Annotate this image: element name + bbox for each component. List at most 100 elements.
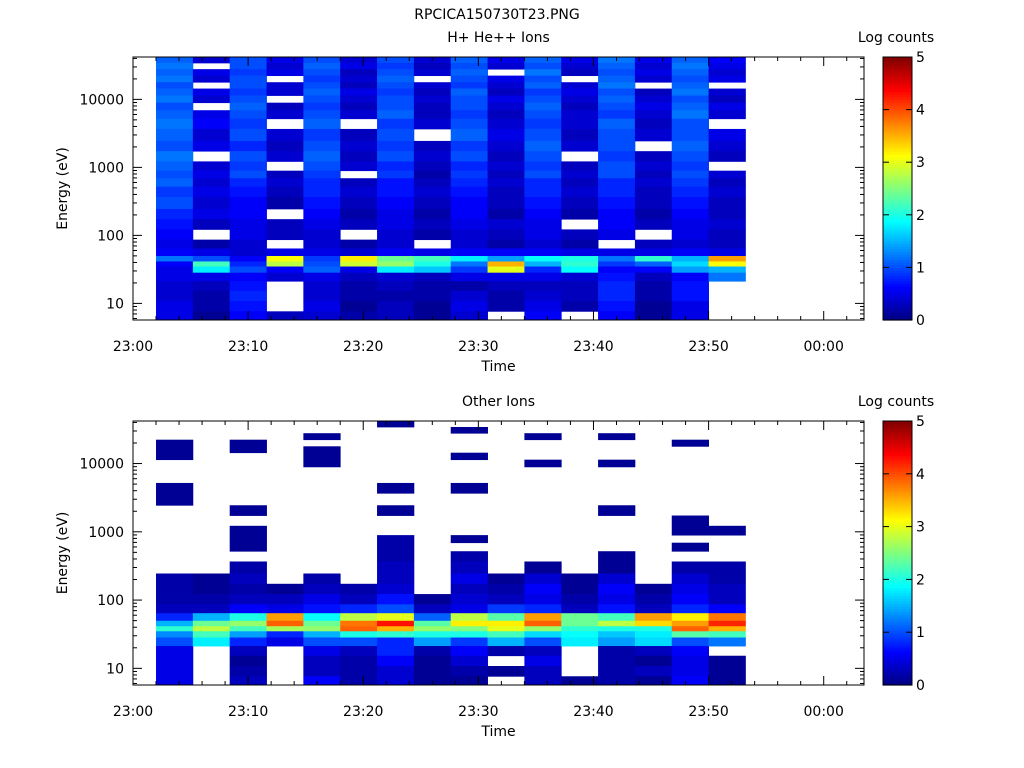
heatmap-cell — [671, 110, 709, 120]
heatmap-cell — [634, 604, 673, 614]
heatmap-cell — [413, 281, 452, 292]
heatmap-cell — [450, 613, 488, 622]
heatmap-cell — [377, 178, 415, 188]
heatmap-cell — [561, 161, 599, 172]
heatmap-cell — [487, 301, 525, 312]
heatmap-cell — [303, 256, 341, 262]
heatmap-cell — [634, 266, 673, 274]
figure-title: RPCICA150730T23.PNG — [414, 7, 579, 23]
heatmap-cell — [708, 62, 746, 70]
heatmap-cell — [303, 248, 341, 257]
heatmap-cell — [377, 239, 415, 249]
heatmap-cell — [598, 219, 636, 230]
y-axis-label: Energy (eV) — [55, 147, 71, 230]
heatmap-cell — [192, 95, 231, 104]
heatmap-cell — [377, 110, 415, 120]
heatmap-cell — [671, 248, 709, 257]
heatmap-cell — [340, 82, 378, 89]
heatmap-cell — [303, 102, 341, 111]
heatmap-cell — [524, 666, 562, 677]
heatmap-cell — [708, 525, 746, 536]
heatmap-cell — [708, 219, 746, 230]
heatmap-cell — [671, 666, 709, 677]
heatmap-cell — [524, 170, 562, 179]
heatmap-cell — [303, 161, 341, 172]
heatmap-cell — [634, 151, 673, 162]
heatmap-cells — [156, 421, 746, 686]
heatmap-cell — [634, 186, 673, 198]
heatmap-cell — [377, 69, 415, 77]
heatmap-cell — [487, 266, 525, 274]
heatmap-cell — [377, 281, 415, 292]
heatmap-cell — [156, 82, 194, 89]
heatmap-cell — [671, 239, 709, 249]
heatmap-cell — [413, 161, 452, 172]
heatmap-cell — [413, 186, 452, 198]
heatmap-cell — [156, 118, 194, 130]
heatmap-cell — [156, 178, 194, 188]
heatmap-cell — [634, 594, 673, 605]
heatmap-cell — [561, 178, 599, 188]
heatmap-cell — [377, 637, 415, 647]
heatmap-cell — [229, 613, 267, 622]
heatmap-cell — [413, 261, 452, 267]
heatmap-cell — [487, 219, 525, 230]
heatmap-cell — [192, 140, 231, 152]
heatmap-cell — [598, 261, 636, 267]
heatmap-cell — [377, 573, 415, 585]
heatmap-cell — [303, 57, 341, 64]
heatmap-cell — [340, 613, 378, 622]
heatmap-cell — [671, 102, 709, 111]
heatmap-cell — [450, 631, 488, 638]
heatmap-cell — [561, 140, 599, 152]
heatmap-cell — [229, 151, 267, 162]
heatmap-cell — [524, 57, 562, 64]
heatmap-cell — [266, 57, 304, 64]
heatmap-cell — [450, 62, 488, 70]
heatmap-cell — [377, 170, 415, 179]
heatmap-cell — [671, 208, 709, 220]
heatmap-cell — [671, 573, 709, 585]
heatmap-cell — [487, 666, 525, 677]
heatmap-cell — [377, 196, 415, 210]
heatmap-cell — [598, 170, 636, 179]
heatmap-cell — [450, 620, 488, 627]
heatmap-cell — [303, 446, 341, 454]
heatmap-cell — [524, 613, 562, 622]
heatmap-cell — [634, 626, 673, 632]
heatmap-cell — [266, 637, 304, 647]
heatmap-cell — [303, 196, 341, 210]
heatmap-cell — [524, 573, 562, 585]
heatmap-cell — [598, 613, 636, 622]
heatmap-cell — [156, 196, 194, 210]
heatmap-cell — [340, 311, 378, 321]
heatmap-cell — [487, 170, 525, 179]
heatmap-cell — [708, 261, 746, 267]
heatmap-cell — [266, 88, 304, 96]
heatmap-cell — [340, 110, 378, 120]
heatmap-cell — [634, 239, 673, 249]
heatmap-cell — [450, 482, 488, 494]
heatmap-cell — [561, 613, 599, 622]
heatmap-cell — [634, 110, 673, 120]
heatmap-cell — [708, 110, 746, 120]
heatmap-cell — [450, 256, 488, 262]
heatmap-cell — [377, 219, 415, 230]
heatmap-cell — [156, 446, 194, 454]
heatmap-cell — [708, 75, 746, 83]
heatmap-cell — [156, 229, 194, 241]
heatmap-cell — [377, 676, 415, 686]
heatmap-cell — [266, 196, 304, 210]
heatmap-cell — [598, 561, 636, 574]
heatmap-cell — [671, 57, 709, 64]
heatmap-cell — [671, 178, 709, 188]
heatmap-cell — [413, 88, 452, 96]
heatmap-cell — [671, 219, 709, 230]
heatmap-cell — [524, 151, 562, 162]
heatmap-cell — [450, 102, 488, 111]
heatmap-cell — [561, 248, 599, 257]
heatmap-cell — [266, 261, 304, 267]
heatmap-cell — [340, 219, 378, 230]
heatmap-cell — [303, 573, 341, 585]
heatmap-cell — [524, 128, 562, 142]
